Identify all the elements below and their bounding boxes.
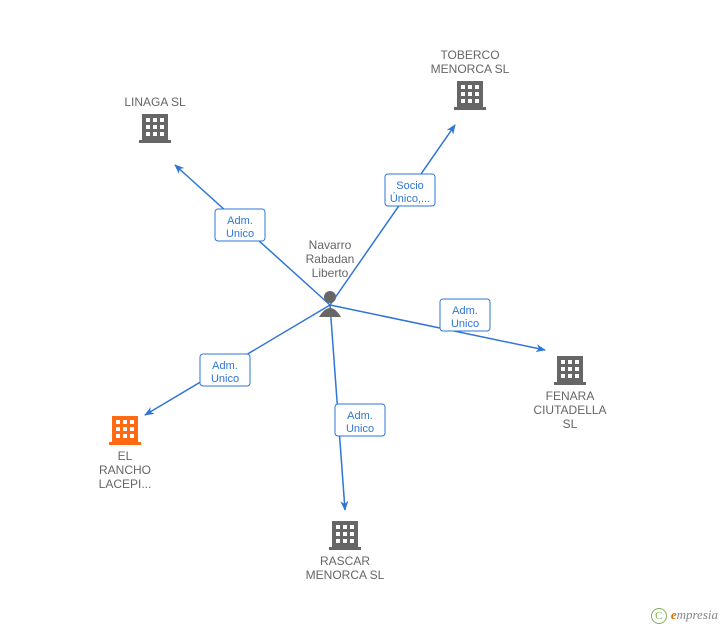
edge xyxy=(330,305,545,350)
svg-text:Unico: Unico xyxy=(211,373,239,385)
company-label: LINAGA SL xyxy=(124,95,186,109)
company-node[interactable]: RASCARMENORCA SL xyxy=(306,521,385,582)
edge xyxy=(330,125,455,305)
center-label: Navarro xyxy=(309,238,352,252)
company-label: EL xyxy=(118,449,133,463)
svg-text:Unico: Unico xyxy=(451,318,479,330)
company-node[interactable]: TOBERCOMENORCA SL xyxy=(431,48,510,110)
company-node[interactable]: FENARACIUTADELLASL xyxy=(533,356,606,431)
svg-text:Adm.: Adm. xyxy=(347,410,373,422)
company-node[interactable]: LINAGA SL xyxy=(124,95,186,143)
svg-text:Unico: Unico xyxy=(346,423,374,435)
company-label: SL xyxy=(563,417,578,431)
edge-label: Adm.Unico xyxy=(440,299,490,331)
company-node[interactable]: ELRANCHOLACEPI... xyxy=(99,416,152,491)
company-label: FENARA xyxy=(546,389,595,403)
copyright-icon: C xyxy=(651,608,667,624)
svg-text:Único,...: Único,... xyxy=(390,192,430,205)
company-label: LACEPI... xyxy=(99,477,152,491)
company-label: MENORCA SL xyxy=(431,62,510,76)
edge-label: Adm.Unico xyxy=(215,209,265,241)
company-label: MENORCA SL xyxy=(306,568,385,582)
svg-text:Adm.: Adm. xyxy=(227,215,253,227)
network-diagram: Adm.UnicoSocioÚnico,...Adm.UnicoAdm.Unic… xyxy=(0,0,728,630)
center-label: Rabadan xyxy=(306,252,355,266)
footer-attribution: Cempresia xyxy=(651,607,718,624)
edge-label: Adm.Unico xyxy=(200,354,250,386)
company-label: RANCHO xyxy=(99,463,151,477)
company-label: CIUTADELLA xyxy=(533,403,606,417)
svg-text:Adm.: Adm. xyxy=(212,360,238,372)
company-label: RASCAR xyxy=(320,554,370,568)
brand-rest: mpresia xyxy=(677,607,718,622)
svg-text:Adm.: Adm. xyxy=(452,305,478,317)
edge-label: SocioÚnico,... xyxy=(385,174,435,206)
center-label: Liberto xyxy=(312,266,349,280)
svg-text:Unico: Unico xyxy=(226,228,254,240)
svg-text:Socio: Socio xyxy=(396,180,424,192)
edge-label: Adm.Unico xyxy=(335,404,385,436)
company-label: TOBERCO xyxy=(440,48,499,62)
